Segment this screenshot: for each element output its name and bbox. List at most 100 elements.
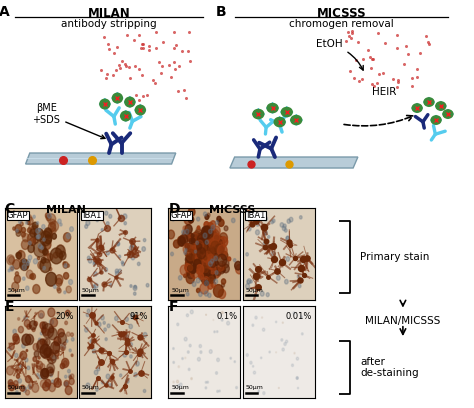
Circle shape (38, 310, 45, 318)
Circle shape (64, 342, 66, 345)
Circle shape (29, 382, 33, 388)
Polygon shape (424, 98, 434, 106)
Circle shape (204, 222, 209, 228)
Circle shape (105, 211, 108, 215)
Circle shape (42, 369, 48, 377)
Circle shape (130, 285, 132, 287)
Circle shape (8, 380, 13, 386)
Circle shape (189, 250, 199, 263)
Circle shape (195, 251, 202, 259)
Circle shape (215, 236, 224, 248)
Circle shape (217, 390, 219, 392)
Circle shape (134, 373, 137, 377)
Polygon shape (281, 107, 292, 117)
Circle shape (38, 338, 41, 341)
Circle shape (253, 366, 254, 367)
Polygon shape (125, 97, 135, 107)
Circle shape (192, 251, 200, 260)
Circle shape (21, 232, 25, 237)
Circle shape (193, 238, 199, 246)
Circle shape (130, 355, 132, 358)
Circle shape (9, 256, 14, 264)
Circle shape (103, 322, 105, 324)
Circle shape (246, 284, 249, 289)
Circle shape (209, 276, 214, 284)
Circle shape (97, 322, 101, 327)
Polygon shape (252, 109, 264, 119)
Circle shape (431, 116, 441, 124)
Circle shape (296, 357, 299, 360)
Circle shape (38, 228, 41, 231)
Circle shape (209, 259, 213, 264)
Circle shape (205, 251, 210, 257)
Circle shape (274, 118, 285, 126)
Circle shape (43, 238, 46, 243)
Circle shape (190, 266, 195, 273)
Circle shape (42, 340, 45, 344)
Circle shape (203, 277, 210, 286)
Circle shape (29, 386, 32, 389)
Circle shape (86, 383, 90, 388)
Circle shape (178, 237, 185, 246)
Circle shape (203, 233, 207, 238)
Circle shape (22, 277, 25, 280)
Circle shape (20, 222, 23, 226)
Circle shape (264, 217, 267, 221)
Circle shape (43, 328, 48, 335)
Circle shape (207, 381, 209, 383)
Circle shape (16, 391, 18, 394)
Circle shape (46, 367, 54, 376)
Circle shape (33, 237, 38, 244)
Circle shape (31, 226, 37, 234)
Circle shape (31, 273, 36, 279)
Circle shape (209, 350, 212, 353)
Circle shape (280, 223, 283, 227)
Circle shape (221, 319, 223, 321)
Circle shape (199, 241, 209, 253)
Circle shape (205, 280, 209, 285)
Circle shape (201, 226, 211, 238)
Circle shape (13, 334, 18, 341)
Circle shape (26, 376, 31, 383)
Circle shape (201, 195, 205, 200)
Circle shape (7, 255, 15, 265)
Circle shape (28, 255, 32, 260)
Circle shape (36, 366, 41, 372)
Circle shape (176, 380, 179, 383)
Circle shape (48, 222, 55, 232)
FancyBboxPatch shape (245, 211, 266, 220)
Circle shape (201, 235, 207, 242)
Circle shape (210, 249, 214, 253)
Circle shape (212, 254, 218, 261)
Text: 50μm: 50μm (82, 288, 100, 293)
Text: MICSSS: MICSSS (209, 205, 255, 215)
Circle shape (33, 357, 37, 361)
Circle shape (11, 366, 13, 368)
Circle shape (18, 317, 20, 320)
Circle shape (235, 262, 241, 270)
Circle shape (202, 279, 205, 283)
Circle shape (182, 231, 191, 242)
Circle shape (173, 361, 174, 364)
Circle shape (24, 319, 30, 327)
Circle shape (43, 249, 47, 255)
Circle shape (133, 286, 137, 290)
FancyBboxPatch shape (82, 211, 103, 220)
Circle shape (223, 264, 229, 273)
Circle shape (106, 251, 109, 255)
Circle shape (209, 252, 215, 260)
Circle shape (54, 285, 56, 288)
Circle shape (62, 344, 65, 349)
Text: D: D (168, 202, 180, 216)
Circle shape (205, 387, 207, 389)
Circle shape (66, 339, 68, 343)
Circle shape (86, 313, 89, 317)
Circle shape (205, 260, 210, 268)
Circle shape (118, 255, 121, 258)
Circle shape (200, 351, 202, 353)
Circle shape (26, 334, 34, 345)
Circle shape (189, 344, 191, 347)
Circle shape (57, 342, 61, 346)
Circle shape (27, 324, 31, 329)
Circle shape (178, 366, 180, 368)
